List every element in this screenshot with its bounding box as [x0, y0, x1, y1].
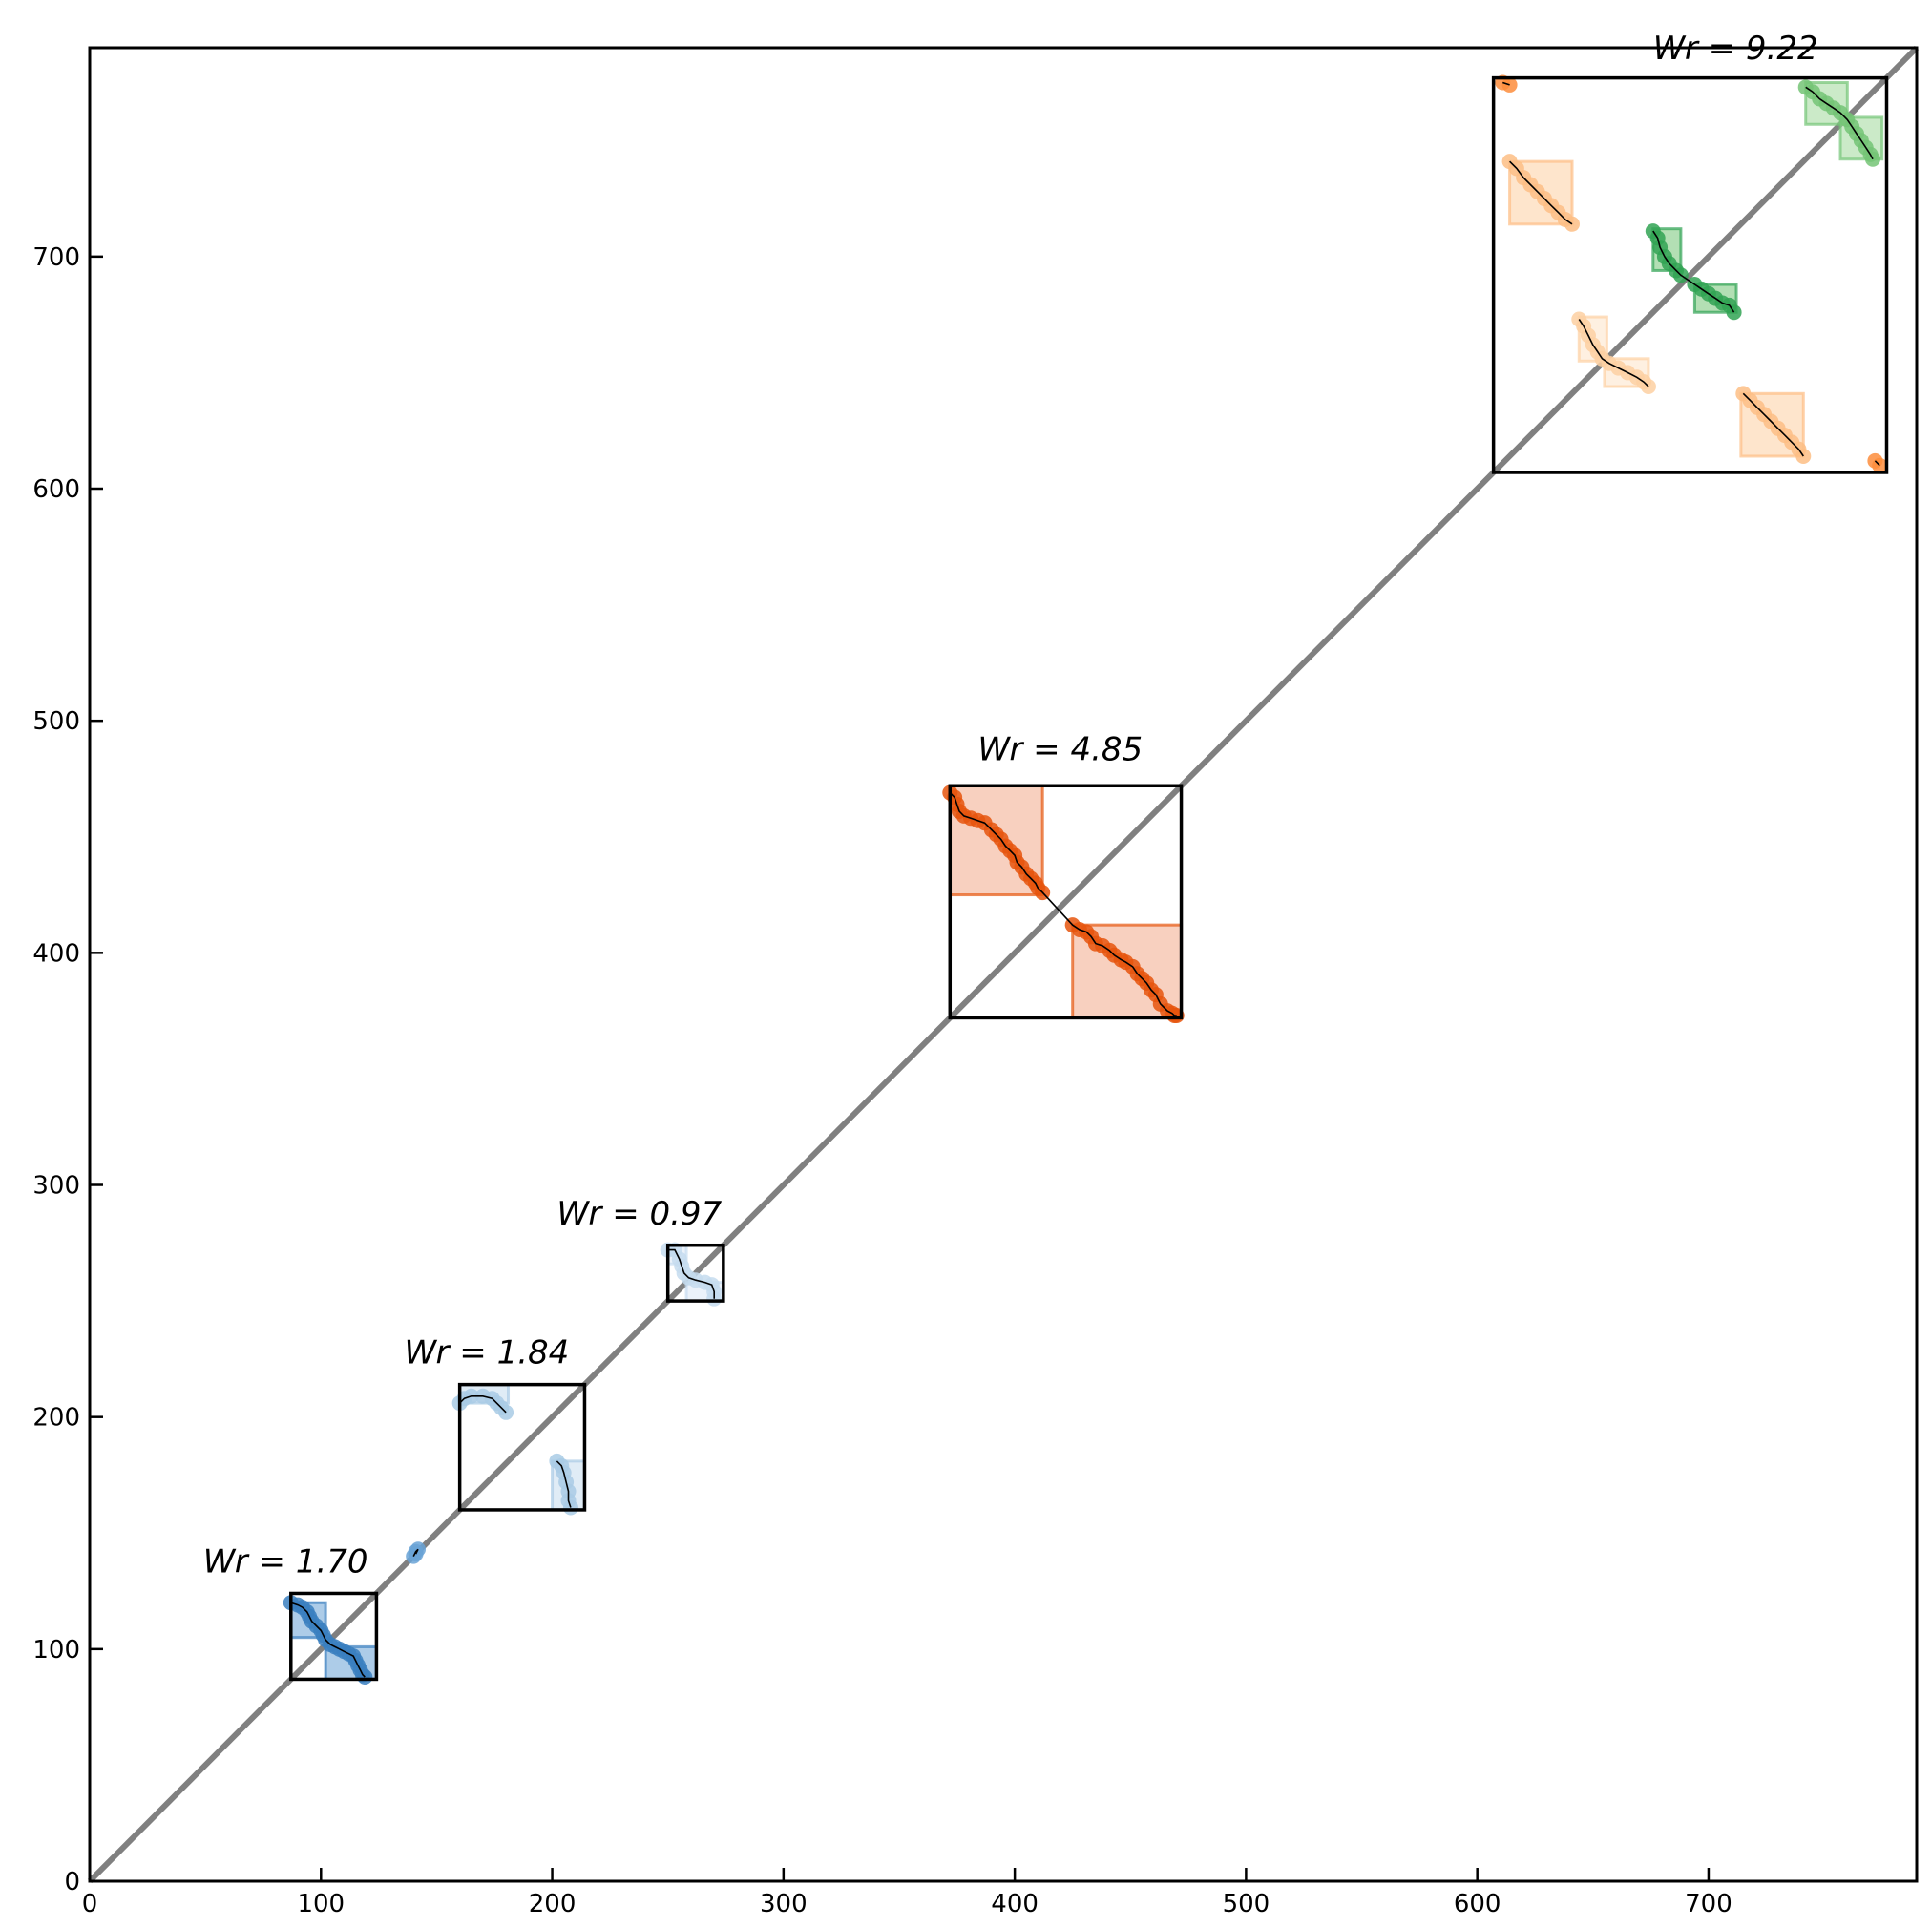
plot-frame: [88, 46, 1919, 1883]
domain-label-1: Wr = 1.84: [404, 1334, 569, 1372]
series-6: [1502, 154, 1812, 464]
x-tick-label-2: 200: [529, 1890, 577, 1918]
x-tick-label-0: 0: [82, 1890, 98, 1918]
series-5: [1495, 74, 1888, 473]
x-tick-label-4: 400: [991, 1890, 1039, 1918]
domain-label-0: Wr = 1.70: [203, 1543, 368, 1581]
series-8: [1645, 223, 1742, 321]
domain-box-1: [457, 1382, 587, 1512]
series-3-trace: [667, 1248, 715, 1299]
domain-label-3: Wr = 4.85: [977, 731, 1143, 769]
series-8-trace: [1652, 230, 1735, 313]
series-6-point-9: [1564, 216, 1581, 232]
domain-box-3: [948, 784, 1184, 1020]
series-1: [406, 1541, 427, 1564]
series-0-point-20: [357, 1669, 373, 1686]
y-tick-label-4: 400: [32, 939, 80, 968]
domain-box-0: [289, 1591, 379, 1682]
series-2: [452, 1383, 586, 1516]
y-tick-label-7: 700: [32, 243, 80, 272]
x-tick-label-3: 300: [760, 1890, 808, 1918]
series-9: [1797, 79, 1884, 167]
y-tick-label-0: 0: [64, 1868, 80, 1896]
y-tick-label-6: 600: [32, 475, 80, 504]
x-tick-label-7: 700: [1685, 1890, 1732, 1918]
domain-label-2: Wr = 0.97: [556, 1195, 722, 1233]
x-tick-label-5: 500: [1223, 1890, 1270, 1918]
series-4-trace: [949, 792, 1177, 1016]
series-5-trace: [1502, 81, 1880, 467]
x-tick-label-1: 100: [297, 1890, 345, 1918]
series-3: [660, 1242, 725, 1307]
series-7: [1571, 311, 1656, 395]
series-2-point-14: [562, 1499, 578, 1516]
y-tick-label-2: 200: [32, 1404, 80, 1433]
x-tick-label-6: 600: [1454, 1890, 1502, 1918]
series-6-trace: [1509, 160, 1804, 457]
axes: 0 100 200 300 400 500 600 700 0 100 200 300 400 500 60…: [32, 46, 1919, 1918]
series-9-point-12: [1864, 151, 1880, 167]
series-8-point-13: [1726, 304, 1742, 321]
y-tick-label-5: 500: [32, 707, 80, 736]
series-0-trace: [290, 1602, 366, 1678]
series-2-trace: [459, 1395, 572, 1508]
domain-box-2: [665, 1243, 725, 1303]
series-1-trace: [412, 1548, 419, 1557]
domain-box-4: [1491, 75, 1889, 474]
diagonal-line: [87, 45, 1920, 1884]
y-tick-label-3: 300: [32, 1172, 80, 1201]
series-9-trace: [1805, 86, 1874, 160]
y-tick-label-1: 100: [32, 1636, 80, 1665]
series-1-point-3: [408, 1546, 424, 1562]
series-7-trace: [1578, 319, 1649, 387]
